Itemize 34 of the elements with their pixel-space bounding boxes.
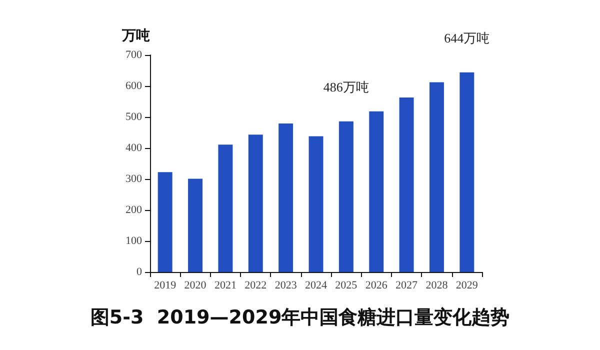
bar [460, 72, 474, 272]
bar [369, 111, 384, 272]
y-tick-label: 200 [126, 204, 142, 216]
x-tick-label: 2020 [184, 280, 207, 292]
x-tick-label: 2021 [214, 280, 236, 292]
y-tick-label: 400 [126, 142, 142, 154]
annotation: 486万吨 [323, 79, 369, 94]
x-tick-label: 2026 [365, 280, 388, 292]
x-tick-label: 2027 [396, 280, 418, 292]
y-tick-label: 500 [126, 111, 142, 123]
bar [188, 178, 203, 272]
x-tick-label: 2023 [274, 280, 298, 292]
text: 图5-3 2019—2029年中国食糖进口量变化趋势 [90, 306, 510, 328]
annotation: 644万吨 [444, 30, 490, 46]
x-tick-label: 2028 [426, 280, 448, 292]
x-tick-label: 2024 [305, 280, 328, 292]
bar [429, 82, 444, 272]
x-tick-label: 2019 [154, 280, 177, 292]
x-tick-label: 2029 [456, 280, 478, 292]
y-tick-label: 100 [126, 235, 142, 247]
y-axis-title: 万吨 [121, 28, 150, 44]
bar [308, 136, 324, 272]
bar [338, 121, 354, 272]
bar [158, 172, 172, 272]
bar [218, 144, 233, 272]
y-tick-label: 300 [126, 173, 142, 185]
y-tick-label: 700 [126, 49, 142, 61]
bar [248, 134, 263, 272]
y-tick-label: 600 [126, 80, 142, 92]
x-tick-label: 2022 [244, 280, 267, 292]
bar [278, 124, 294, 272]
bar [399, 97, 414, 272]
y-tick-label: 0 [136, 266, 142, 278]
x-tick-label: 2025 [335, 280, 358, 292]
